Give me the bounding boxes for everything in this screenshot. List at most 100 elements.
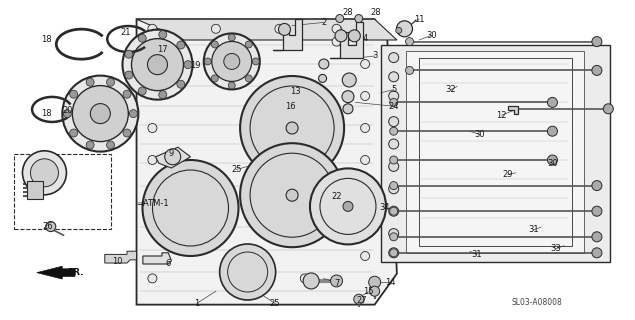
Circle shape: [107, 78, 114, 86]
Circle shape: [355, 14, 363, 22]
Circle shape: [389, 228, 399, 239]
Text: 5: 5: [391, 85, 396, 94]
Text: 18: 18: [41, 36, 51, 44]
Text: 9: 9: [169, 149, 174, 158]
Circle shape: [211, 24, 220, 33]
Polygon shape: [406, 51, 584, 253]
Circle shape: [370, 286, 380, 296]
Circle shape: [361, 156, 370, 164]
Circle shape: [592, 232, 602, 242]
Text: 19: 19: [190, 61, 201, 70]
Circle shape: [396, 21, 413, 37]
Circle shape: [389, 206, 399, 216]
Text: 3: 3: [372, 52, 377, 60]
Circle shape: [138, 34, 146, 42]
Circle shape: [332, 24, 341, 33]
Circle shape: [142, 160, 239, 256]
Circle shape: [204, 33, 260, 89]
Circle shape: [389, 139, 399, 149]
Text: 12: 12: [497, 111, 507, 120]
Circle shape: [70, 90, 77, 98]
Text: 14: 14: [385, 278, 396, 287]
Circle shape: [303, 273, 319, 289]
Circle shape: [592, 65, 602, 76]
Circle shape: [390, 98, 398, 106]
Circle shape: [331, 275, 342, 287]
Text: 18: 18: [41, 109, 51, 118]
Circle shape: [390, 249, 398, 257]
Circle shape: [336, 14, 344, 22]
Text: 4: 4: [363, 34, 368, 43]
Circle shape: [343, 201, 353, 212]
Text: 15: 15: [363, 287, 373, 296]
Circle shape: [286, 189, 298, 201]
Polygon shape: [37, 266, 75, 279]
Circle shape: [240, 76, 344, 180]
Circle shape: [361, 92, 370, 100]
Text: 30: 30: [547, 159, 558, 168]
Circle shape: [389, 184, 399, 194]
Circle shape: [335, 30, 347, 42]
Circle shape: [228, 34, 236, 41]
Polygon shape: [508, 106, 518, 114]
Text: 34: 34: [379, 203, 389, 212]
Text: 21: 21: [121, 28, 131, 37]
Circle shape: [592, 180, 602, 191]
Circle shape: [184, 60, 192, 68]
Circle shape: [389, 91, 399, 101]
Text: 31: 31: [471, 250, 481, 259]
Circle shape: [107, 141, 114, 149]
Text: 31: 31: [528, 225, 538, 234]
Circle shape: [86, 141, 94, 149]
Circle shape: [148, 156, 157, 164]
Polygon shape: [143, 253, 171, 264]
Circle shape: [389, 116, 399, 127]
Circle shape: [70, 129, 77, 137]
Text: 26: 26: [43, 222, 53, 231]
Circle shape: [406, 66, 413, 74]
Circle shape: [123, 90, 131, 98]
Circle shape: [390, 181, 398, 189]
Circle shape: [138, 87, 146, 95]
Circle shape: [279, 23, 290, 36]
Circle shape: [252, 58, 259, 65]
Polygon shape: [381, 45, 610, 262]
Circle shape: [389, 72, 399, 82]
Circle shape: [310, 168, 386, 244]
Circle shape: [240, 143, 344, 247]
Circle shape: [245, 75, 252, 82]
Text: 27: 27: [357, 296, 367, 305]
Circle shape: [220, 244, 276, 300]
Circle shape: [603, 104, 613, 114]
Circle shape: [300, 274, 309, 283]
Circle shape: [592, 206, 602, 216]
Circle shape: [361, 60, 370, 68]
Circle shape: [342, 73, 356, 87]
Circle shape: [319, 59, 329, 69]
Circle shape: [245, 41, 252, 48]
Circle shape: [211, 75, 218, 82]
Circle shape: [389, 248, 399, 258]
Polygon shape: [156, 147, 190, 168]
Circle shape: [148, 37, 157, 46]
Circle shape: [361, 252, 370, 260]
Text: 11: 11: [414, 15, 424, 24]
Circle shape: [547, 155, 558, 165]
Circle shape: [148, 188, 157, 196]
Polygon shape: [273, 19, 302, 50]
Text: 17: 17: [157, 45, 167, 54]
Polygon shape: [137, 19, 397, 40]
Circle shape: [361, 220, 370, 228]
Text: 33: 33: [551, 244, 561, 253]
Circle shape: [406, 38, 413, 46]
Circle shape: [177, 80, 185, 88]
Text: 20: 20: [63, 106, 73, 115]
Circle shape: [46, 221, 56, 232]
Text: SL03-A08008: SL03-A08008: [511, 298, 562, 307]
Circle shape: [349, 30, 360, 42]
Circle shape: [342, 91, 354, 103]
Circle shape: [547, 97, 558, 108]
Polygon shape: [330, 22, 363, 58]
Circle shape: [332, 37, 341, 46]
Circle shape: [361, 188, 370, 196]
